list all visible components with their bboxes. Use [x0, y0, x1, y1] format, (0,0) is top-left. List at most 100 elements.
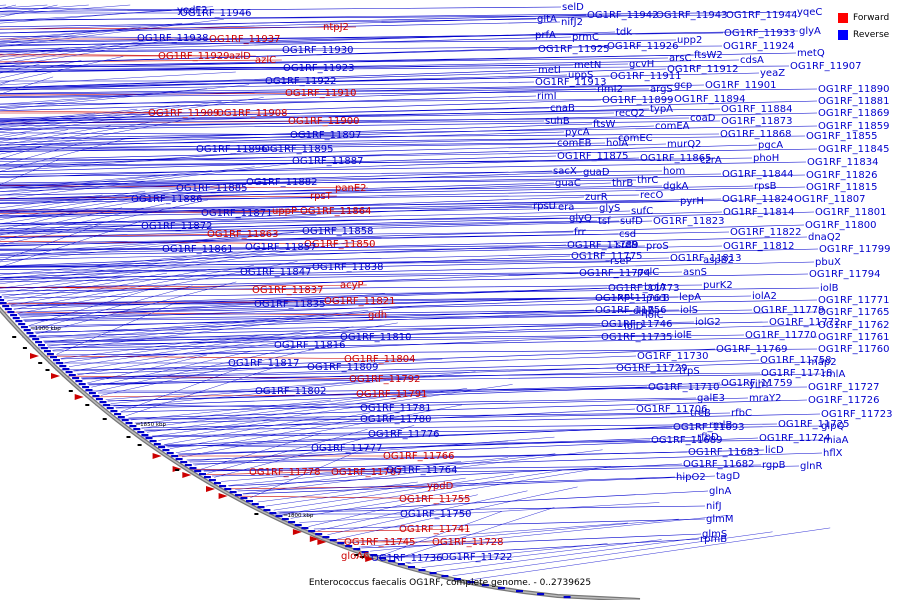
reverse-gene-feature[interactable]: [203, 476, 211, 479]
reverse-gene-feature[interactable]: [388, 560, 396, 563]
gene-label[interactable]: OG1RF_11802: [255, 386, 327, 397]
gene-label[interactable]: OG1RF_11726: [808, 395, 880, 406]
gene-label[interactable]: OG1RF_11844: [722, 169, 794, 180]
gene-label[interactable]: prfA: [535, 30, 556, 41]
gene-label[interactable]: ntpJ2: [323, 22, 349, 33]
gene-label[interactable]: rseP: [610, 256, 632, 267]
reverse-gene-feature[interactable]: [72, 377, 80, 380]
gene-label[interactable]: sacX: [553, 166, 577, 177]
gene-label[interactable]: OG1RF_11762: [818, 320, 890, 331]
gene-label[interactable]: OG1RF_11847: [240, 267, 312, 278]
gene-label[interactable]: OG1RF_11683: [688, 447, 760, 458]
gene-label[interactable]: selD: [562, 2, 584, 13]
gene-label[interactable]: OG1RF_11750: [400, 509, 472, 520]
gene-label[interactable]: metQ: [797, 48, 825, 59]
forward-gene-feature[interactable]: [152, 453, 162, 459]
gene-label[interactable]: OG1RF_11858: [302, 226, 374, 237]
reverse-gene-marker[interactable]: [68, 390, 73, 392]
reverse-gene-feature[interactable]: [26, 332, 34, 335]
gene-label[interactable]: OG1RF_11817: [228, 358, 300, 369]
reverse-gene-feature[interactable]: [103, 404, 111, 407]
reverse-gene-feature[interactable]: [263, 509, 271, 512]
gene-label[interactable]: OG1RF_11924: [723, 41, 795, 52]
gene-label[interactable]: OG1RF_11899: [602, 95, 674, 106]
gene-label[interactable]: OG1RF_11871: [201, 208, 273, 219]
gene-label[interactable]: OG1RF_11933: [724, 28, 796, 39]
reverse-gene-feature[interactable]: [56, 362, 64, 365]
gene-label[interactable]: metI: [538, 65, 561, 76]
reverse-gene-feature[interactable]: [68, 374, 76, 377]
gene-label[interactable]: OG1RF_11727: [808, 382, 880, 393]
gene-label[interactable]: OG1RF_11890: [818, 84, 890, 95]
reverse-gene-marker[interactable]: [360, 556, 365, 558]
gene-label[interactable]: recQ2: [615, 108, 645, 119]
gene-label[interactable]: OG1RF_11859: [818, 121, 890, 132]
reverse-gene-feature[interactable]: [288, 521, 296, 524]
gene-label[interactable]: OG1RF_11900: [288, 116, 360, 127]
gene-label[interactable]: OG1RF_11850: [304, 239, 376, 250]
gene-label[interactable]: yihY: [749, 379, 771, 390]
gene-label[interactable]: panE2: [335, 183, 367, 194]
reverse-gene-marker[interactable]: [102, 418, 107, 420]
reverse-gene-feature[interactable]: [180, 461, 188, 464]
reverse-gene-feature[interactable]: [65, 371, 73, 374]
reverse-gene-feature[interactable]: [166, 452, 174, 455]
reverse-gene-feature[interactable]: [199, 473, 206, 476]
reverse-gene-feature[interactable]: [329, 539, 337, 542]
gene-label[interactable]: rmlA: [822, 369, 845, 380]
gene-label[interactable]: guaD: [583, 167, 610, 178]
gene-label[interactable]: OG1RF_11946: [180, 8, 252, 19]
reverse-gene-feature[interactable]: [213, 482, 221, 485]
gene-label[interactable]: rimI: [537, 91, 557, 102]
gene-label[interactable]: hflX: [823, 448, 843, 459]
reverse-gene-feature[interactable]: [32, 338, 40, 341]
gene-label[interactable]: OG1RF_11723: [821, 409, 893, 420]
gene-label[interactable]: OG1RF_11855: [806, 131, 878, 142]
gene-label[interactable]: OG1RF_11804: [344, 354, 416, 365]
reverse-gene-feature[interactable]: [0, 302, 7, 305]
gene-label[interactable]: iolA2: [752, 291, 777, 302]
gene-label[interactable]: iolC: [645, 310, 664, 321]
gene-label[interactable]: lepA: [679, 292, 701, 303]
gene-label[interactable]: metN: [574, 60, 601, 71]
gene-label[interactable]: OG1RF_11930: [282, 45, 354, 56]
gene-label[interactable]: OG1RF_11895: [262, 144, 334, 155]
gene-label[interactable]: OG1RF_11693: [673, 422, 745, 433]
gene-label[interactable]: iolB: [820, 283, 839, 294]
forward-gene-feature[interactable]: [365, 556, 375, 562]
reverse-gene-marker[interactable]: [12, 336, 17, 338]
gene-label[interactable]: sufD: [620, 216, 643, 227]
reverse-gene-feature[interactable]: [208, 479, 216, 482]
gene-label[interactable]: OG1RF_11791: [356, 389, 428, 400]
reverse-gene-feature[interactable]: [175, 458, 183, 461]
gene-label[interactable]: OG1RF_11814: [723, 207, 795, 218]
gene-label[interactable]: pbuX: [815, 257, 841, 268]
reverse-gene-feature[interactable]: [7, 311, 15, 314]
gene-label[interactable]: argS: [650, 84, 673, 95]
reverse-gene-feature[interactable]: [275, 515, 283, 518]
gene-label[interactable]: nifJ2: [561, 17, 583, 28]
gene-label[interactable]: OG1RF_11764: [386, 465, 458, 476]
reverse-gene-feature[interactable]: [53, 359, 60, 362]
gene-label[interactable]: iolE: [674, 330, 692, 341]
reverse-gene-feature[interactable]: [370, 554, 378, 557]
reverse-gene-feature[interactable]: [10, 314, 18, 317]
reverse-gene-feature[interactable]: [240, 497, 248, 500]
reverse-gene-feature[interactable]: [497, 587, 505, 590]
reverse-gene-feature[interactable]: [141, 434, 149, 437]
gene-label[interactable]: rmlB: [709, 420, 732, 431]
gene-label[interactable]: uppS: [568, 70, 593, 81]
reverse-gene-feature[interactable]: [38, 344, 45, 347]
gene-label[interactable]: OG1RF_11800: [805, 220, 877, 231]
gene-label[interactable]: OG1RF_11886: [131, 194, 203, 205]
gene-label[interactable]: OG1RF_11912: [667, 64, 739, 75]
gene-label[interactable]: OG1RF_11897: [290, 130, 362, 141]
gene-label[interactable]: OG1RF_11923: [283, 63, 355, 74]
reverse-gene-feature[interactable]: [353, 548, 361, 551]
gene-label[interactable]: gdh: [368, 310, 387, 321]
gene-label[interactable]: suhB: [545, 116, 570, 127]
gene-label[interactable]: iolD: [624, 321, 644, 332]
gene-label[interactable]: OG1RF_11766: [383, 451, 455, 462]
reverse-gene-marker[interactable]: [38, 362, 43, 364]
